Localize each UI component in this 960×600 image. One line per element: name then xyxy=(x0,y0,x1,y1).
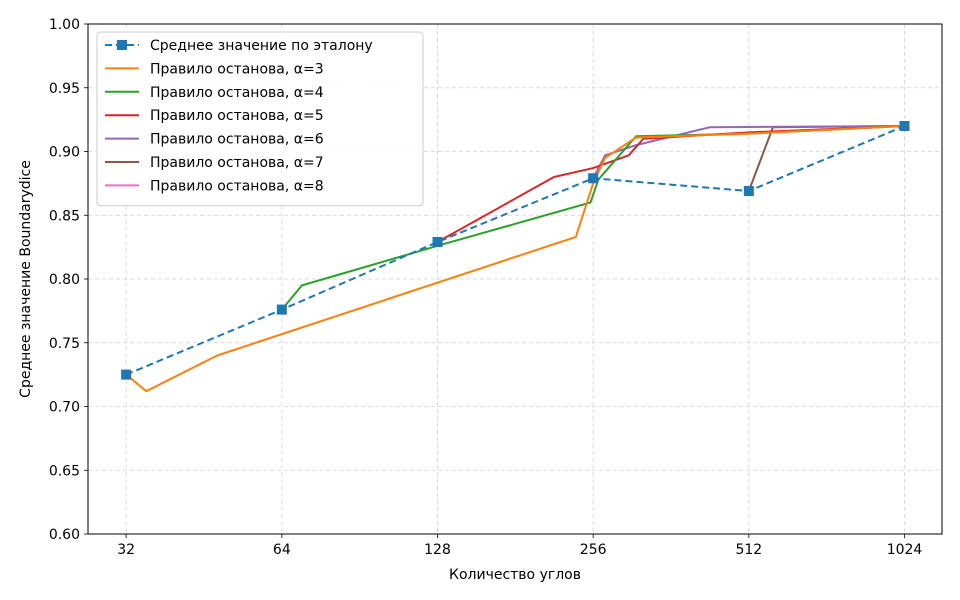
y-tick-label: 0.75 xyxy=(49,336,80,352)
series-line xyxy=(437,125,905,243)
series-line xyxy=(125,125,905,376)
y-tick-label: 0.65 xyxy=(49,463,80,479)
y-tick-label: 0.90 xyxy=(49,145,80,161)
x-tick-label: 64 xyxy=(273,542,291,558)
legend-box xyxy=(96,31,424,207)
legend-label: Правило останова, α=5 xyxy=(150,108,324,124)
x-tick-label: 1024 xyxy=(887,542,923,558)
legend-marker xyxy=(117,40,127,50)
ticks: 32 64 128 256 512 1024 0.60 0.65 0.70 0.75 0.80 0.8… xyxy=(49,17,923,558)
x-tick-label: 32 xyxy=(117,542,135,558)
legend-label: Среднее значение по эталону xyxy=(150,38,373,54)
y-tick-label: 1.00 xyxy=(49,17,80,33)
series-layer xyxy=(121,121,910,393)
y-tick-label: 0.85 xyxy=(49,208,80,224)
data-point xyxy=(276,304,287,315)
data-point xyxy=(588,173,599,184)
data-point xyxy=(121,369,132,380)
legend: Среднее значение по эталону Правило остан… xyxy=(96,31,424,207)
legend-label: Правило останова, α=6 xyxy=(150,132,324,148)
x-tick-label: 256 xyxy=(580,542,607,558)
x-tick-label: 512 xyxy=(735,542,762,558)
series-line xyxy=(592,125,905,179)
legend-label: Правило останова, α=8 xyxy=(150,178,324,194)
data-point xyxy=(743,186,754,197)
legend-label: Правило останова, α=4 xyxy=(150,85,324,101)
legend-label: Правило останова, α=3 xyxy=(150,61,324,77)
y-axis-label: Среднее значение Boundarydice xyxy=(18,160,34,398)
y-tick-label: 0.60 xyxy=(49,527,80,543)
data-point xyxy=(899,121,910,131)
x-tick-label: 128 xyxy=(424,542,451,558)
y-tick-label: 0.70 xyxy=(49,400,80,416)
legend-label: Правило останова, α=7 xyxy=(150,155,324,171)
x-axis-label: Количество углов xyxy=(449,567,581,583)
data-point xyxy=(432,237,443,248)
y-tick-label: 0.80 xyxy=(49,272,80,288)
y-tick-label: 0.95 xyxy=(49,81,80,97)
series-line xyxy=(125,125,905,393)
